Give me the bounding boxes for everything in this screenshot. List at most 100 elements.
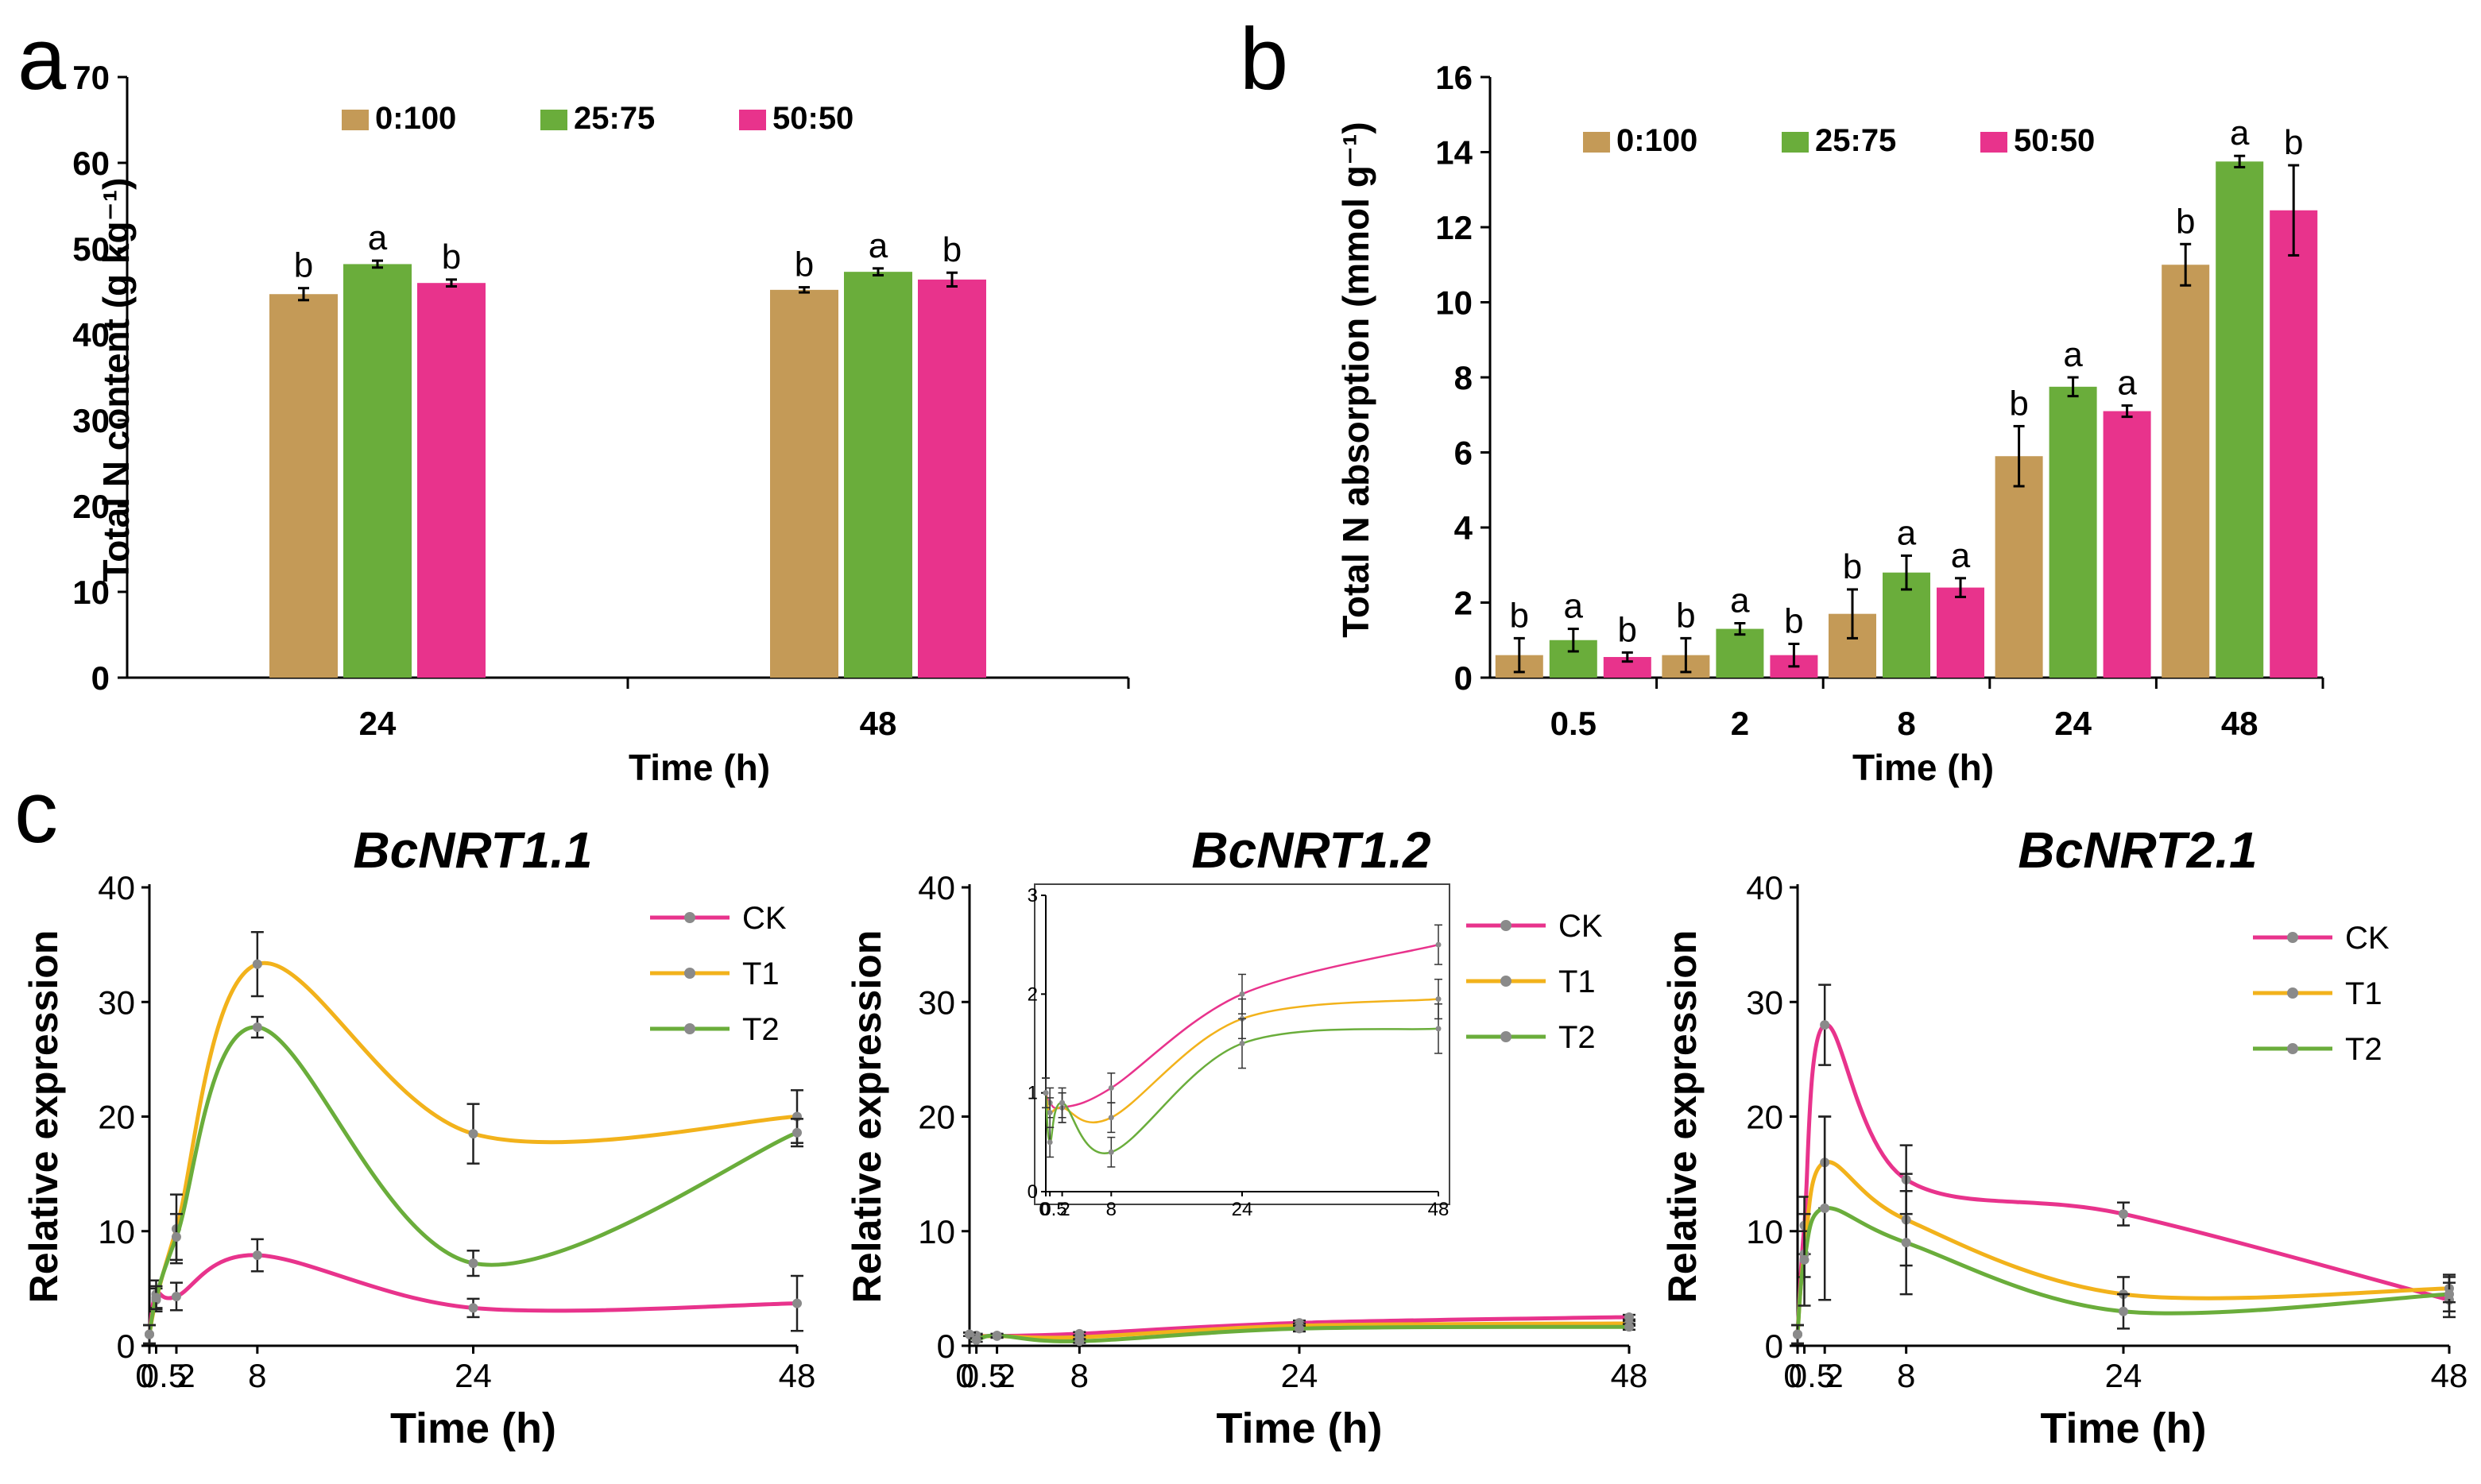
significance-letter: b xyxy=(2284,123,2303,162)
y-tick-label: 10 xyxy=(1746,1213,1783,1250)
y-tick-label: 10 xyxy=(72,574,110,611)
bar-0-100-24 xyxy=(269,294,338,678)
line-t2 xyxy=(147,1025,798,1335)
legend-label-t2: T2 xyxy=(742,1012,780,1047)
y-tick-label: 20 xyxy=(98,1099,135,1136)
y-axis-title: Relative expression xyxy=(1660,930,1705,1304)
significance-letter: a xyxy=(1897,513,1917,552)
x-tick-label: 24 xyxy=(1281,1357,1318,1394)
x-axis-title: Time (h) xyxy=(390,1405,556,1452)
y-tick-label: 60 xyxy=(72,145,110,182)
legend-label-50-50: 50:50 xyxy=(2014,123,2095,158)
significance-letter: a xyxy=(2117,363,2137,402)
y-axis-title: Relative expression xyxy=(845,930,889,1304)
inset-data-point-t2 xyxy=(1108,1149,1114,1155)
x-tick-label: 24 xyxy=(359,705,397,742)
inset-x-tick-label: 8 xyxy=(1106,1199,1117,1220)
data-point-t2 xyxy=(1624,1322,1634,1332)
chart-title: BcNRT2.1 xyxy=(2018,821,2257,879)
bar-50-50-24 xyxy=(2103,411,2151,678)
legend-label-ck: CK xyxy=(742,901,787,936)
inset-data-point-t1 xyxy=(1108,1115,1114,1121)
x-axis-title: Time (h) xyxy=(1852,747,1994,788)
legend-label-t2: T2 xyxy=(2345,1032,2382,1067)
x-tick-label: 0.5 xyxy=(1789,1357,1835,1394)
data-point-ck xyxy=(2119,1209,2128,1219)
legend-marker-ck xyxy=(684,912,695,923)
y-axis-title: Total N content (g kg⁻¹) xyxy=(95,178,137,582)
legend-swatch-25-75 xyxy=(1782,132,1809,153)
legend-label-t1: T1 xyxy=(742,956,780,991)
data-point-ck xyxy=(171,1291,181,1301)
significance-letter: b xyxy=(442,238,461,276)
chart-total-n-content: 0 10 20 30 40 50 60 70 24 b a b 48 b a b 0:100 25:75 50:50… xyxy=(72,59,1130,788)
x-axis-title: Time (h) xyxy=(1216,1405,1382,1452)
significance-letter: a xyxy=(1564,587,1584,626)
x-tick-label: 24 xyxy=(2105,1357,2142,1394)
inset-x-tick-label: 48 xyxy=(1428,1199,1450,1220)
legend-marker-t2 xyxy=(1500,1031,1511,1042)
bar-0-100-48 xyxy=(2162,265,2210,678)
significance-letter: b xyxy=(1618,610,1637,649)
legend-label-0-100: 0:100 xyxy=(375,101,456,136)
x-tick-label: 48 xyxy=(860,705,897,742)
significance-letter: b xyxy=(1510,596,1529,635)
inset-data-point-t2 xyxy=(1047,1139,1053,1146)
legend-label-t2: T2 xyxy=(1558,1020,1596,1055)
x-tick-label: 8 xyxy=(1897,705,1915,742)
y-tick-label: 6 xyxy=(1454,435,1473,472)
legend-label-ck: CK xyxy=(2345,921,2390,956)
x-tick-label: 8 xyxy=(1070,1357,1089,1394)
panel-letter-b: b xyxy=(1240,10,1288,108)
significance-letter: b xyxy=(942,230,962,269)
legend-label-25-75: 25:75 xyxy=(574,101,655,136)
y-tick-label: 16 xyxy=(1435,59,1473,96)
significance-letter: b xyxy=(1784,601,1803,640)
significance-letter: b xyxy=(294,246,313,285)
y-tick-label: 30 xyxy=(1746,984,1783,1021)
significance-letter: a xyxy=(1951,536,1971,575)
y-axis-title: Relative expression xyxy=(21,930,66,1304)
data-point-ck xyxy=(468,1303,478,1313)
y-tick-label: 50 xyxy=(72,230,110,268)
inset-x-tick-label: 0.5 xyxy=(1040,1199,1066,1220)
data-point-t2 xyxy=(1820,1203,1830,1213)
inset-data-point-t2 xyxy=(1239,1041,1245,1046)
legend-label-ck: CK xyxy=(1558,909,1603,944)
data-point-t2 xyxy=(252,1022,262,1032)
inset-data-point-t1 xyxy=(1047,1110,1053,1116)
y-tick-label: 70 xyxy=(72,59,110,96)
inset-y-tick-label: 3 xyxy=(1028,885,1038,906)
y-axis-title: Total N absorption (mmol g⁻¹) xyxy=(1335,122,1376,637)
bar-25-75-48 xyxy=(844,272,912,678)
inset-x-tick-label: 24 xyxy=(1232,1199,1253,1220)
data-point-t2 xyxy=(992,1331,1002,1341)
x-tick-label: 0.5 xyxy=(141,1357,187,1394)
x-tick-label: 0 xyxy=(1783,1357,1802,1394)
x-tick-label: 48 xyxy=(2431,1357,2468,1394)
inset-y-tick-label: 0 xyxy=(1028,1181,1038,1203)
bar-50-50-8 xyxy=(1937,587,1984,678)
x-tick-label: 24 xyxy=(2054,705,2092,742)
legend-swatch-0-100 xyxy=(342,110,369,130)
significance-letter: a xyxy=(368,218,388,257)
inset-data-point-ck xyxy=(1239,991,1245,997)
data-point-t2 xyxy=(965,1329,974,1339)
inset-y-tick-label: 1 xyxy=(1028,1083,1038,1104)
data-point-ck xyxy=(252,1250,262,1261)
data-point-t2 xyxy=(1901,1238,1911,1248)
chart-title: BcNRT1.1 xyxy=(353,821,592,879)
significance-letter: a xyxy=(869,226,888,265)
y-tick-label: 10 xyxy=(98,1213,135,1250)
legend-swatch-50-50 xyxy=(1980,132,2007,153)
data-point-t2 xyxy=(2444,1289,2454,1300)
significance-letter: b xyxy=(2176,202,2195,241)
bar-0-100-48 xyxy=(770,289,838,678)
inset-data-point-t2 xyxy=(1435,1026,1442,1032)
bar-25-75-2 xyxy=(1716,628,1764,678)
legend-label-25-75: 25:75 xyxy=(1815,123,1896,158)
significance-letter: a xyxy=(2230,114,2250,153)
x-tick-label: 48 xyxy=(1611,1357,1648,1394)
inset-data-point-t1 xyxy=(1435,996,1442,1003)
x-tick-label: 8 xyxy=(1897,1357,1915,1394)
